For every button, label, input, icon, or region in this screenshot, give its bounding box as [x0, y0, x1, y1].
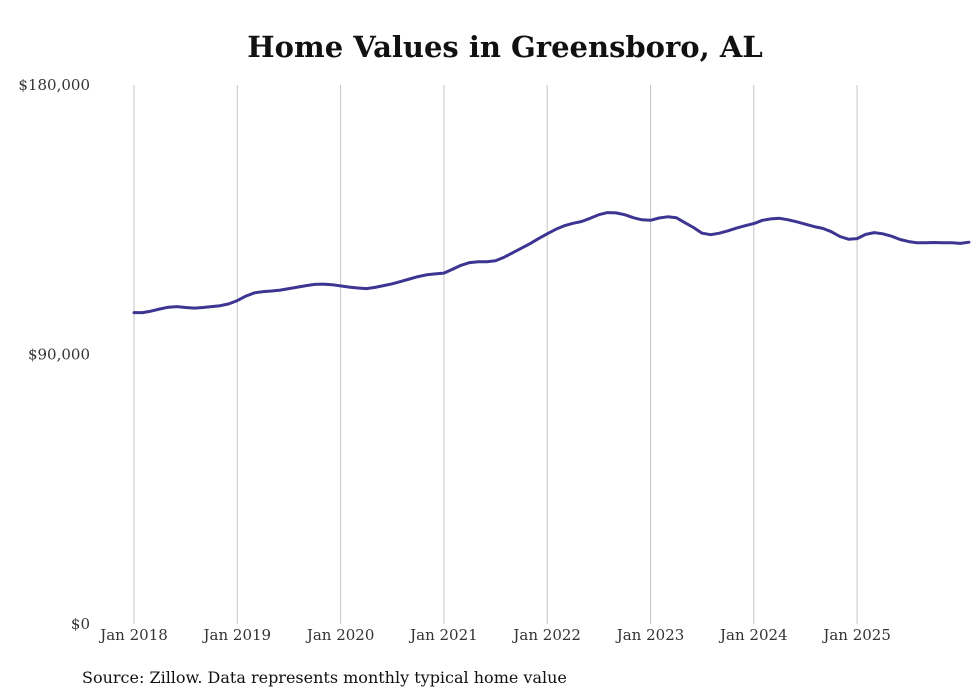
y-tick-label: $180,000 [18, 76, 90, 94]
chart-title: Home Values in Greensboro, AL [247, 30, 763, 64]
x-tick-label: Jan 2021 [408, 626, 478, 644]
source-note: Source: Zillow. Data represents monthly … [82, 668, 567, 687]
series-line [132, 211, 971, 315]
x-tick-label: Jan 2018 [98, 626, 168, 644]
x-tick-label: Jan 2020 [305, 626, 375, 644]
y-tick-label: $90,000 [28, 346, 90, 364]
x-tick-label: Jan 2022 [511, 626, 581, 644]
x-tick-label: Jan 2024 [718, 626, 788, 644]
x-tick-label: Jan 2025 [821, 626, 891, 644]
x-tick-label: Jan 2019 [202, 626, 272, 644]
x-tick-label: Jan 2023 [615, 626, 685, 644]
y-tick-label: $0 [71, 615, 90, 633]
